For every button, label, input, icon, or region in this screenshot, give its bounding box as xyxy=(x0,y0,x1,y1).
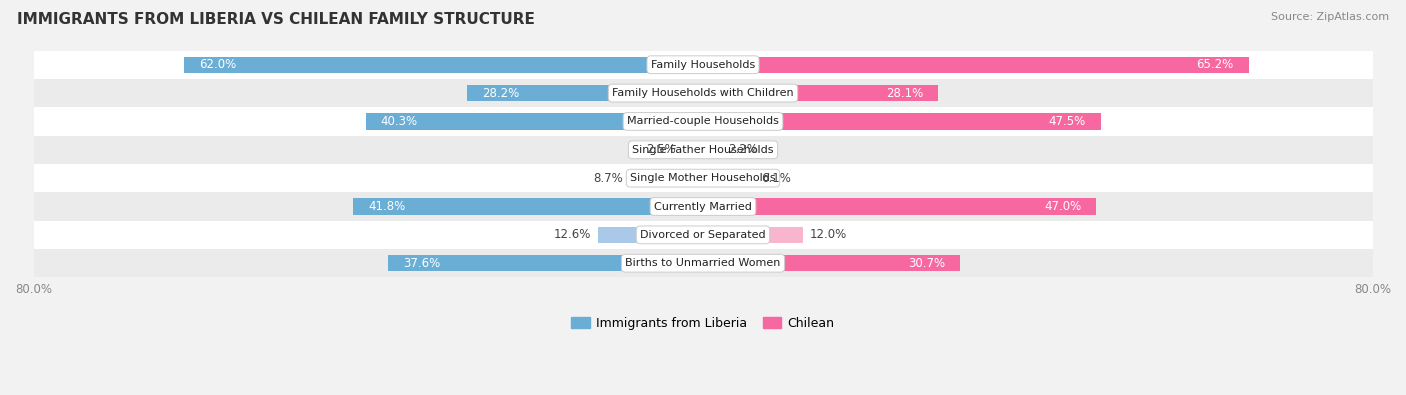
Legend: Immigrants from Liberia, Chilean: Immigrants from Liberia, Chilean xyxy=(567,312,839,335)
Bar xyxy=(34,107,1372,135)
Bar xyxy=(703,56,1249,73)
Text: Currently Married: Currently Married xyxy=(654,201,752,211)
Bar xyxy=(703,113,1101,130)
Bar xyxy=(703,227,803,243)
Text: Divorced or Separated: Divorced or Separated xyxy=(640,230,766,240)
Text: 28.1%: 28.1% xyxy=(886,87,924,100)
Text: 37.6%: 37.6% xyxy=(404,257,440,270)
Text: 12.6%: 12.6% xyxy=(554,228,591,241)
Text: 41.8%: 41.8% xyxy=(368,200,405,213)
Text: Family Households: Family Households xyxy=(651,60,755,70)
Text: 12.0%: 12.0% xyxy=(810,228,848,241)
Text: 2.5%: 2.5% xyxy=(645,143,675,156)
Text: 62.0%: 62.0% xyxy=(200,58,236,71)
Bar xyxy=(682,141,703,158)
Bar xyxy=(703,85,938,101)
Bar xyxy=(703,170,754,186)
Bar xyxy=(184,56,703,73)
Text: 47.0%: 47.0% xyxy=(1045,200,1081,213)
Text: IMMIGRANTS FROM LIBERIA VS CHILEAN FAMILY STRUCTURE: IMMIGRANTS FROM LIBERIA VS CHILEAN FAMIL… xyxy=(17,12,534,27)
Bar xyxy=(34,192,1372,221)
Bar xyxy=(703,198,1097,215)
Bar xyxy=(366,113,703,130)
Text: 47.5%: 47.5% xyxy=(1049,115,1085,128)
Text: Source: ZipAtlas.com: Source: ZipAtlas.com xyxy=(1271,12,1389,22)
Text: Births to Unmarried Women: Births to Unmarried Women xyxy=(626,258,780,268)
Bar xyxy=(630,170,703,186)
Bar xyxy=(598,227,703,243)
Text: 8.7%: 8.7% xyxy=(593,172,623,184)
Bar xyxy=(388,255,703,271)
Bar xyxy=(703,141,721,158)
Bar xyxy=(34,249,1372,277)
Text: 28.2%: 28.2% xyxy=(482,87,519,100)
Bar xyxy=(34,135,1372,164)
Bar xyxy=(703,255,960,271)
Bar xyxy=(34,221,1372,249)
Text: Single Mother Households: Single Mother Households xyxy=(630,173,776,183)
Bar xyxy=(467,85,703,101)
Text: 30.7%: 30.7% xyxy=(908,257,945,270)
Text: 40.3%: 40.3% xyxy=(381,115,418,128)
Bar xyxy=(353,198,703,215)
Text: 6.1%: 6.1% xyxy=(761,172,790,184)
Text: 2.2%: 2.2% xyxy=(728,143,758,156)
Bar xyxy=(34,51,1372,79)
Bar xyxy=(34,164,1372,192)
Text: Married-couple Households: Married-couple Households xyxy=(627,117,779,126)
Text: 65.2%: 65.2% xyxy=(1197,58,1233,71)
Text: Single Father Households: Single Father Households xyxy=(633,145,773,155)
Bar xyxy=(34,79,1372,107)
Text: Family Households with Children: Family Households with Children xyxy=(612,88,794,98)
